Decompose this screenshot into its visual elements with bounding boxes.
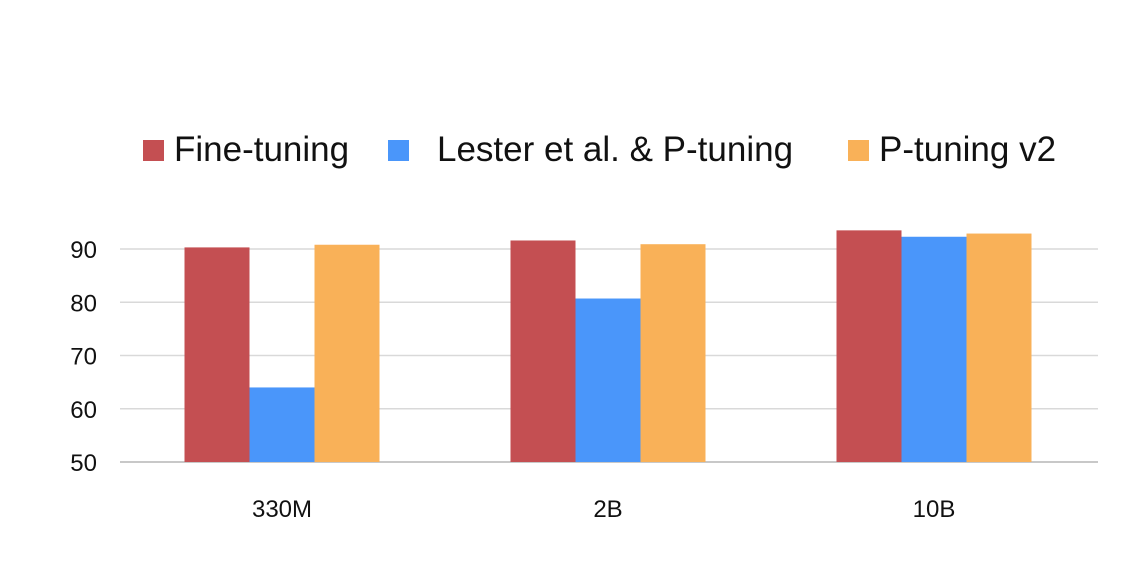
legend: Fine-tuning Lester et al. & P-tuning P-t… — [0, 124, 1143, 176]
bar-2b-series-1 — [575, 298, 641, 462]
legend-item-p-tuning-v2: P-tuning v2 — [848, 124, 1056, 176]
y-tick-label-70: 70 — [70, 344, 97, 371]
x-tick-labels: 330M 2B 10B — [252, 496, 955, 523]
y-tick-label-50: 50 — [70, 450, 97, 477]
legend-item-fine-tuning: Fine-tuning — [143, 124, 349, 176]
legend-swatch-fine-tuning — [143, 139, 164, 161]
y-tick-label-90: 90 — [70, 237, 97, 264]
bar-330m-series-1 — [249, 387, 315, 462]
legend-swatch-lester-p-tuning — [388, 139, 409, 161]
x-tick-label-2b: 2B — [593, 496, 622, 523]
legend-label-fine-tuning: Fine-tuning — [174, 130, 350, 169]
bars — [184, 230, 1032, 462]
x-tick-label-330m: 330M — [252, 496, 312, 523]
y-tick-labels: 50 60 70 80 90 — [70, 237, 97, 477]
bar-2b-series-2 — [640, 244, 706, 462]
bar-10b-series-0 — [836, 230, 902, 462]
bar-2b-series-0 — [510, 240, 576, 462]
bar-10b-series-2 — [966, 233, 1032, 462]
legend-item-lester-p-tuning: Lester et al. & P-tuning — [388, 124, 793, 176]
bar-10b-series-1 — [901, 236, 967, 462]
x-tick-label-10b: 10B — [913, 496, 956, 523]
bar-330m-series-0 — [184, 247, 250, 462]
legend-label-lester-p-tuning: Lester et al. & P-tuning — [437, 130, 794, 169]
legend-label-p-tuning-v2: P-tuning v2 — [879, 130, 1057, 169]
y-tick-label-60: 60 — [70, 397, 97, 424]
legend-swatch-p-tuning-v2 — [848, 139, 869, 161]
y-tick-label-80: 80 — [70, 290, 97, 317]
bar-330m-series-2 — [314, 244, 380, 462]
